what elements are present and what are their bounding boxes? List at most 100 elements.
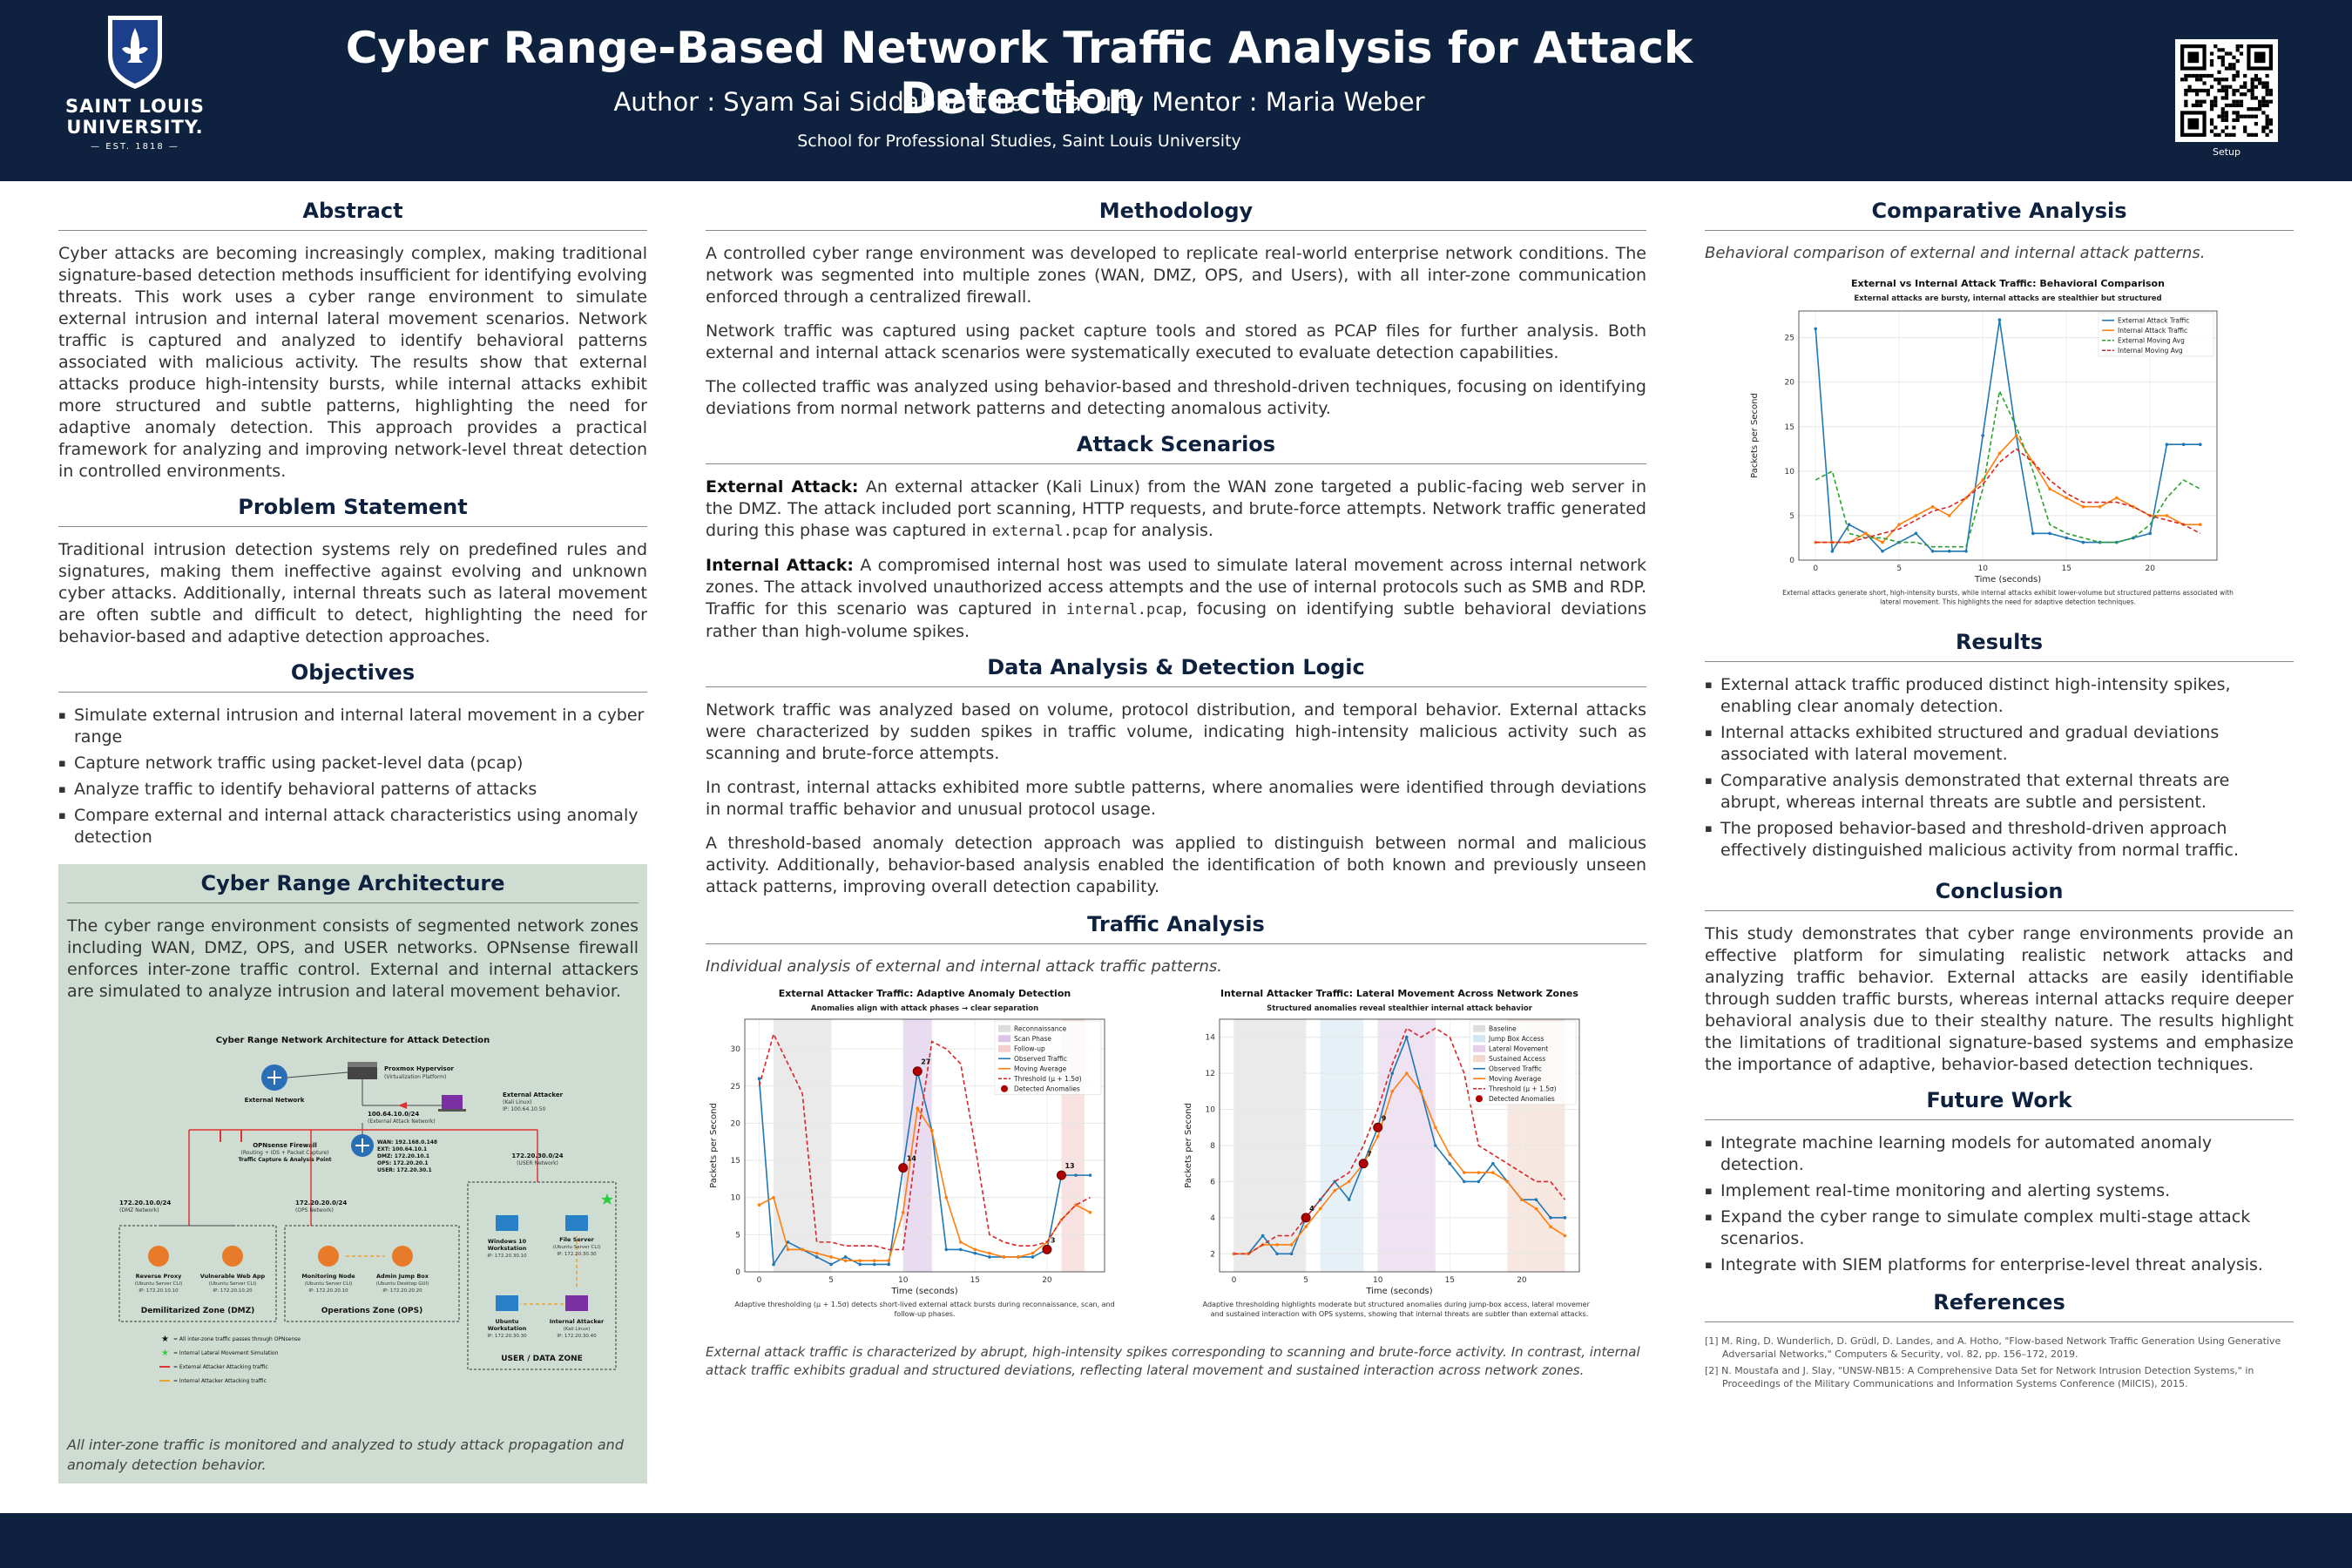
ext-attacker-label: External Attacker [503,1092,564,1098]
qr-module-icon [2232,73,2236,78]
qr-module-icon [2232,111,2236,115]
internal-attack-label: Internal Attack: [706,556,854,575]
data-point [2065,496,2068,500]
data-point [757,1203,761,1207]
university-name-line1: SAINT LOUIS [65,96,205,117]
data-point [1491,1171,1495,1174]
plot-frame [1798,310,2218,561]
qr-module-icon [2209,73,2214,78]
legend-label: Scan Phase [1014,1035,1051,1043]
data-point [1304,1225,1308,1229]
data-point [944,1247,949,1252]
data-point [1477,1171,1481,1174]
data-point [1997,318,2002,322]
chart-note: lateral movement. This highlights the ne… [1880,598,2136,606]
qr-module-icon [2243,73,2247,78]
data-point [1477,1179,1481,1184]
fileserver-label: File Server [559,1236,595,1243]
y-tick-label: 14 [1206,1034,1216,1043]
qr-module-icon [2191,88,2195,93]
jumpbox-sub: (Ubuntu Desktop GUI) [376,1281,429,1287]
data-point [843,1255,848,1259]
qr-module-icon [2217,78,2221,82]
qr-module-icon [2258,78,2262,82]
qr-code[interactable] [2175,39,2278,142]
data-point [1017,1255,1020,1259]
qr-module-icon [2239,92,2244,97]
qr-module-icon [2224,132,2229,137]
windows-label-2: Workstation [488,1245,527,1252]
data-point [901,1210,905,1214]
chart-note: Adaptive thresholding highlights moderat… [1203,1301,1590,1308]
x-axis-label: Time (seconds) [1974,575,2041,585]
chart-title: External vs Internal Attack Traffic: Beh… [1851,278,2165,289]
qr-module-icon [2265,73,2269,78]
data-point [858,1259,862,1263]
data-point [1031,1251,1035,1255]
data-point [2148,531,2152,536]
qr-module-icon [2261,103,2266,108]
data-point [1347,1179,1351,1184]
architecture-text: The cyber range environment consists of … [67,916,639,1001]
university-logo: SAINT LOUIS UNIVERSITY. — EST. 1818 — [61,10,209,172]
data-point [2048,531,2051,536]
server-top-icon [348,1062,377,1067]
qr-module-icon [2261,81,2266,85]
data-point [929,1129,934,1132]
reverse-proxy-label: Reverse Proxy [136,1273,182,1280]
architecture-caption: All inter-zone traffic is monitored and … [67,1436,624,1473]
data-point [2199,523,2202,526]
qr-module-icon [2235,73,2240,78]
phase-band [774,1019,832,1272]
detection-para: Network traffic was analyzed based on vo… [706,700,1646,763]
data-point [1260,1233,1265,1238]
shield-logo-icon [108,16,162,89]
qr-module-icon [2209,63,2214,67]
laptop-icon [442,1095,463,1109]
qr-module-icon [2184,99,2188,104]
qr-module-icon [2191,103,2195,108]
anomaly-marker [1301,1213,1311,1223]
qr-module-icon [2235,99,2240,104]
abstract-text: Cyber attacks are becoming increasingly … [58,244,647,481]
data-point [858,1262,862,1267]
legend-swatch [1473,1055,1485,1063]
qr-code-icon [2180,44,2273,137]
qr-module-icon [2228,63,2233,67]
qr-module-icon [2224,125,2229,130]
data-point [2081,540,2085,544]
qr-module-icon [2194,78,2200,82]
qr-module-icon [2220,111,2225,115]
qr-module-icon [2220,84,2225,89]
architecture-heading: Cyber Range Architecture [67,871,639,903]
qr-module-icon [2232,78,2236,82]
objective-item: Compare external and internal attack cha… [58,805,647,848]
legend-swatch [1473,1035,1485,1043]
qr-module-icon [2243,129,2247,133]
qr-module-icon [2232,88,2236,93]
data-point [1549,1216,1552,1220]
dmz-ip: DMZ: 172.20.10.1 [377,1153,429,1159]
firewall-sub: (Routing + IDS + Packet Capture) [241,1150,329,1156]
internal-attack-para: Internal Attack: A compromised internal … [706,555,1646,643]
monitoring-label: Monitoring Node [301,1273,355,1280]
right-column: Comparative Analysis Behavioral comparis… [1705,199,2294,1394]
detection-heading: Data Analysis & Detection Logic [706,655,1646,687]
chart-subtitle: Anomalies align with attack phases → cle… [811,1004,1038,1013]
jumpbox-ip: IP: 172.20.20.20 [382,1288,422,1294]
data-point [1289,1252,1294,1256]
qr-module-icon [2265,114,2269,118]
x-tick-label: 0 [1232,1276,1237,1285]
data-point [1289,1243,1294,1247]
legend-label: Follow-up [1014,1045,1045,1053]
data-point [1520,1198,1524,1201]
qr-module-icon [2209,58,2214,64]
data-point [973,1247,977,1252]
diagram-title: Cyber Range Network Architecture for Att… [216,1036,490,1045]
y-tick-label: 6 [1210,1178,1215,1186]
legend-swatch [1001,1085,1008,1092]
data-point [772,1262,775,1267]
hypervisor-sub: (Virtualization Platform) [384,1074,446,1080]
y-tick-label: 20 [731,1119,741,1128]
legend-label: Sustained Access [1489,1055,1545,1063]
